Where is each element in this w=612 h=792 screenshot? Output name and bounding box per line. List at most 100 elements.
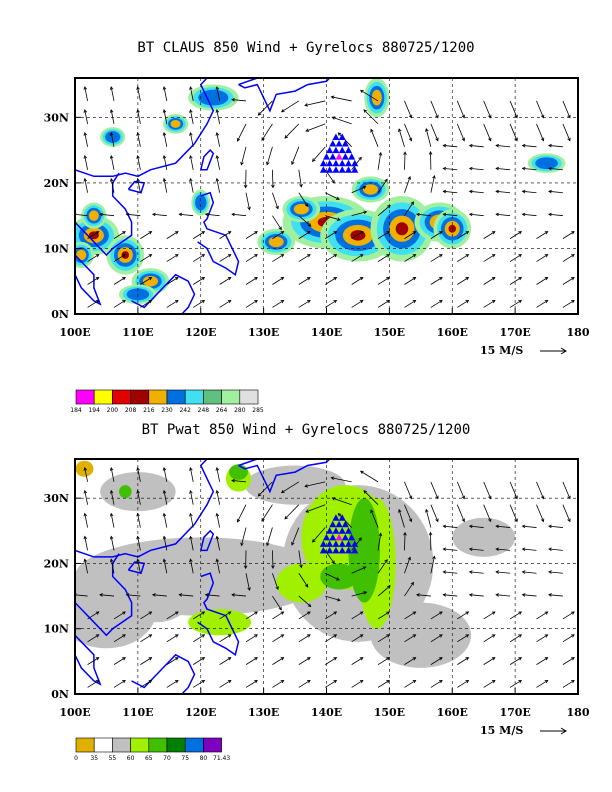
wind-vector-head: [408, 518, 413, 523]
wind-vector-head: [398, 128, 402, 133]
gyre-marker: [332, 540, 340, 547]
wind-vector: [87, 657, 99, 665]
wind-vector-head: [109, 109, 114, 113]
wind-vector-head: [331, 116, 336, 120]
wind-vector-head: [151, 593, 156, 597]
wind-vector: [190, 536, 194, 551]
wind-vector: [284, 123, 300, 139]
colorbar-swatch: [130, 737, 150, 753]
wind-vector-head: [201, 231, 206, 235]
wind-vector: [192, 254, 205, 262]
wind-vector: [298, 550, 302, 568]
wind-vector: [456, 504, 465, 522]
wind-vector: [113, 300, 126, 308]
wind-vector: [113, 611, 126, 620]
wind-vector-head: [162, 535, 167, 540]
wind-vector-head: [109, 154, 114, 159]
wind-vector-head: [465, 611, 470, 615]
coastline: [197, 572, 240, 657]
gyre-marker: [332, 146, 340, 154]
wind-vector-head: [410, 581, 414, 586]
gyre-marker: [341, 520, 349, 528]
wind-vector: [536, 611, 548, 620]
wind-vector: [219, 657, 232, 665]
wind-vector: [377, 559, 388, 574]
wind-vector-head: [544, 680, 549, 684]
wind-vector-head: [412, 657, 417, 661]
wind-vector-head: [305, 509, 310, 513]
wind-vector: [205, 213, 220, 217]
wind-vector-head: [461, 137, 465, 142]
x-tick-label: 150E: [374, 326, 405, 339]
wind-vector-head: [312, 158, 316, 162]
wind-vector: [190, 178, 194, 193]
wind-vector-head: [408, 114, 413, 119]
wind-vector: [298, 657, 311, 665]
wind-vector-head: [465, 300, 470, 304]
wind-vector-head: [266, 161, 270, 166]
wind-vector: [110, 513, 115, 528]
wind-vector: [166, 231, 179, 239]
wind-vector-head: [280, 108, 285, 113]
wind-vector: [325, 192, 340, 200]
gyre-marker: [326, 540, 334, 547]
wind-vector: [84, 86, 88, 102]
wind-vector-head: [548, 593, 552, 597]
y-tick-label: 0N: [51, 308, 69, 321]
cloud-shade: [362, 184, 379, 195]
wind-vector: [298, 680, 311, 688]
wind-vector: [377, 152, 382, 170]
wind-vector: [166, 657, 179, 665]
wind-vector-head: [291, 161, 295, 166]
wind-vector: [363, 490, 379, 505]
wind-vector: [166, 634, 179, 643]
wind-vector-head: [307, 277, 311, 281]
wind-vector-head: [109, 86, 114, 90]
wind-vector: [163, 536, 168, 551]
wind-vector-head: [362, 185, 367, 190]
wind-vector: [496, 190, 511, 194]
wind-vector-head: [548, 166, 552, 171]
wind-vector-head: [359, 300, 364, 304]
wind-vector: [404, 634, 416, 643]
colorbar-swatch: [130, 389, 150, 405]
wind-vector: [272, 680, 284, 688]
wind-vector-head: [201, 254, 206, 258]
wind-vector-head: [215, 558, 220, 563]
wind-vector-head: [491, 634, 496, 638]
wind-vector-head: [544, 254, 549, 258]
wind-vector-head: [439, 657, 443, 661]
wind-vector-head: [548, 212, 552, 217]
wind-vector-head: [284, 515, 288, 520]
wind-vector: [443, 548, 458, 551]
wind-vector: [483, 277, 496, 285]
cloud-shade: [142, 275, 158, 287]
wind-vector-head: [518, 254, 523, 258]
wind-vector-head: [495, 593, 500, 597]
wind-vector-head: [363, 109, 367, 113]
wind-vector: [522, 594, 537, 597]
gyre-marker: [319, 546, 327, 554]
wind-vector-head: [83, 154, 88, 159]
wind-vector-head: [189, 489, 193, 494]
wind-vector-head: [189, 535, 193, 540]
top-map-area: [75, 78, 578, 314]
wind-vector-head: [412, 611, 417, 615]
wind-vector: [325, 595, 341, 601]
wind-vector: [548, 525, 563, 528]
wind-vector-head: [227, 680, 232, 684]
wind-vector-head: [254, 657, 258, 661]
wind-vector-head: [518, 634, 523, 638]
wind-vector-head: [521, 166, 526, 171]
pwat-shade: [370, 602, 472, 668]
gyre-marker: [338, 159, 346, 167]
wind-vector-head: [442, 570, 447, 574]
wind-vector-head: [410, 201, 414, 206]
wind-vector-head: [571, 657, 575, 661]
wind-vector-head: [518, 611, 523, 615]
wind-vector: [443, 594, 458, 597]
pwat-shade: [320, 563, 358, 590]
wind-vector: [457, 634, 469, 643]
gyre-marker: [348, 533, 356, 541]
wind-vector-head: [403, 531, 407, 536]
